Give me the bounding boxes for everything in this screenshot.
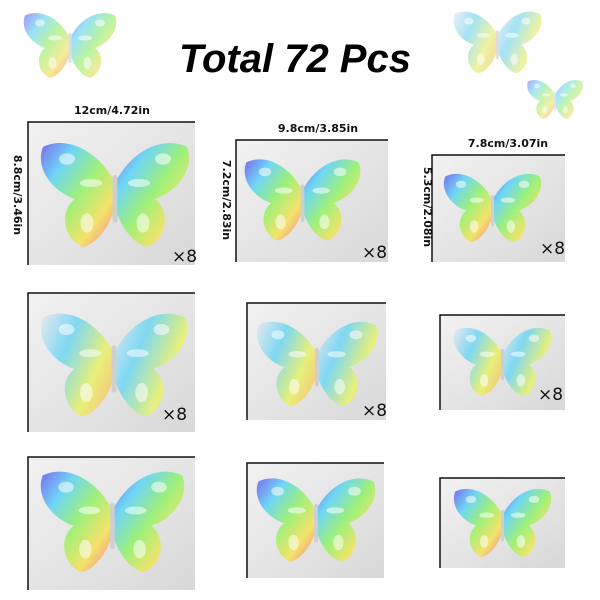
count-label: ×8 — [362, 401, 387, 421]
count-label: ×8 — [362, 243, 387, 263]
count-label: ×8 — [538, 385, 563, 405]
count-label: ×8 — [172, 247, 197, 267]
height-label: 5.3cm/2.08in — [421, 167, 434, 247]
grid — [27, 121, 565, 590]
title: Total 72 Pcs — [179, 37, 411, 81]
width-label: 9.8cm/3.85in — [278, 122, 358, 135]
height-label: 7.2cm/2.83in — [220, 160, 233, 240]
width-label: 12cm/4.72in — [74, 104, 150, 117]
count-label: ×8 — [540, 239, 565, 259]
height-label: 8.8cm/3.46in — [11, 155, 24, 235]
width-label: 7.8cm/3.07in — [468, 137, 548, 150]
count-label: ×8 — [162, 405, 187, 425]
